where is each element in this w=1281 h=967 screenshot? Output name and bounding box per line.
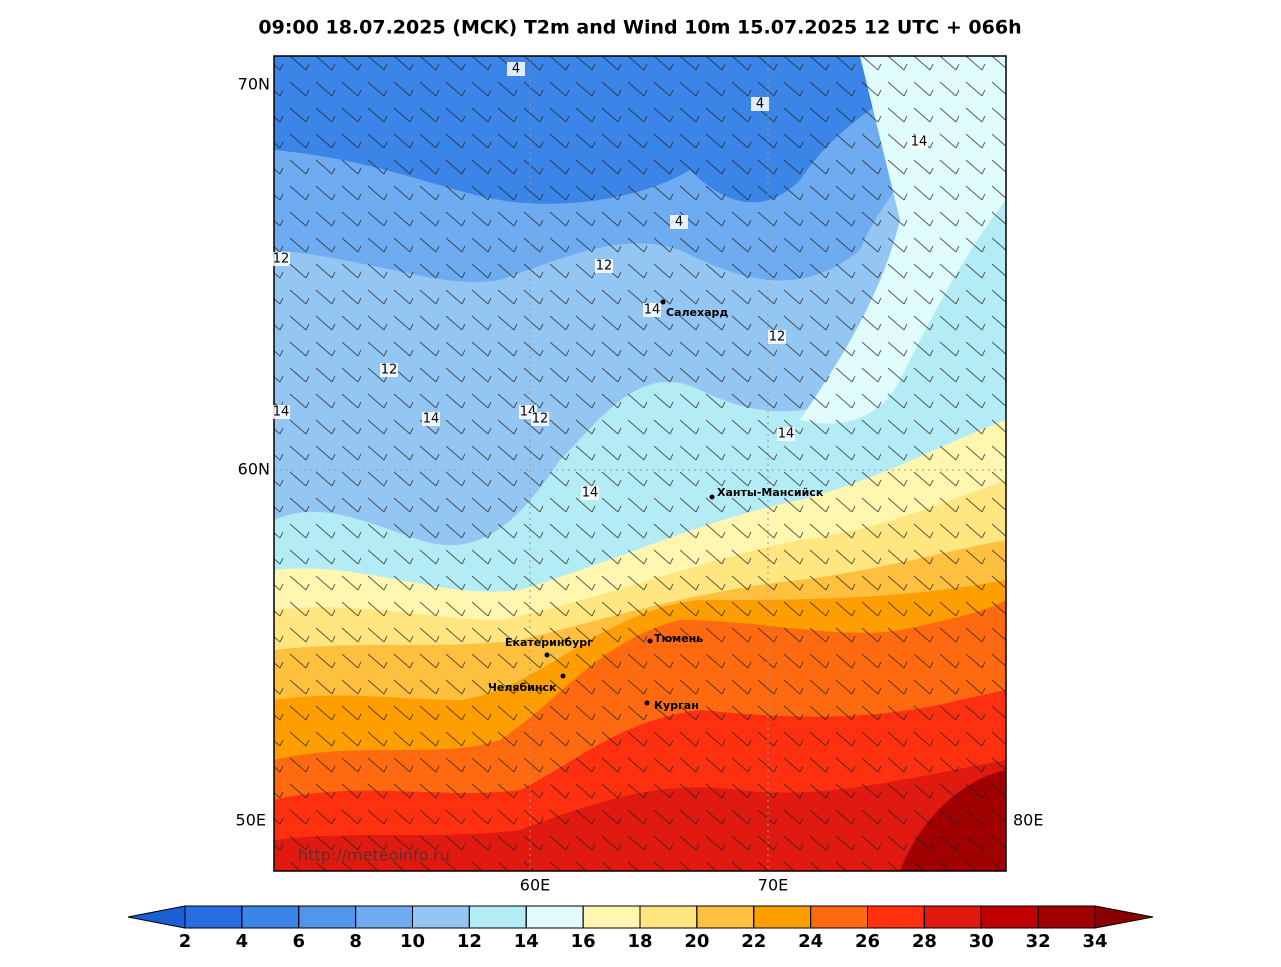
colorbar: 2 4 6 8 10 12 14 16 18 20 22 24 26 28 30 32 34 bbox=[127, 905, 1154, 952]
colorbar-tick-label: 10 bbox=[400, 931, 425, 952]
colorbar-arrow bbox=[1094, 905, 1154, 929]
contour-label: 12 bbox=[273, 252, 290, 267]
colorbar-segment bbox=[298, 905, 357, 929]
city-dot bbox=[647, 638, 653, 644]
city-dot bbox=[660, 299, 666, 305]
axis-label: 60E bbox=[520, 876, 550, 895]
contour-label: 12 bbox=[596, 259, 613, 274]
contour-label: 12 bbox=[769, 330, 786, 345]
axis-label: 70E bbox=[758, 876, 788, 895]
wind-barbs bbox=[274, 56, 1006, 871]
contour-label-bg bbox=[670, 215, 688, 229]
axis-label: 50E bbox=[236, 811, 266, 830]
city-label: Ханты-Мансийск bbox=[717, 486, 824, 499]
contour-label-bg bbox=[910, 135, 928, 149]
contour-label-bg bbox=[581, 486, 599, 500]
city-dot bbox=[644, 700, 650, 706]
city-dot bbox=[560, 673, 566, 679]
city-label: Екатеринбург bbox=[505, 636, 593, 649]
colorbar-segment bbox=[525, 905, 584, 929]
colorbar-tick-label: 6 bbox=[292, 931, 305, 952]
colorbar-segment bbox=[867, 905, 925, 929]
contour-label: 12 bbox=[381, 363, 398, 378]
colorbar-segment bbox=[753, 905, 812, 929]
colorbar-tick-label: 16 bbox=[571, 931, 596, 952]
colorbar-segment bbox=[412, 905, 470, 929]
contour-label-bg bbox=[643, 303, 661, 317]
colorbar-tick-label: 18 bbox=[627, 931, 652, 952]
colorbar-segment bbox=[1037, 905, 1096, 929]
city-label: Салехард bbox=[666, 306, 728, 319]
contour-label: 14 bbox=[273, 405, 290, 420]
contour-label: 12 bbox=[532, 412, 549, 427]
colorbar-tick-label: 26 bbox=[855, 931, 880, 952]
map-frame bbox=[273, 55, 1007, 872]
contour-label-bg bbox=[272, 252, 290, 266]
colorbar-tick-label: 2 bbox=[179, 931, 192, 952]
colorbar-tick-label: 30 bbox=[969, 931, 994, 952]
colorbar-segment bbox=[355, 905, 413, 929]
contour-label-bg bbox=[768, 330, 786, 344]
title: 09:00 18.07.2025 (MCK) T2m and Wind 10m … bbox=[258, 17, 1021, 39]
contour-label: 4 bbox=[675, 215, 683, 230]
contour-label: 14 bbox=[911, 135, 928, 150]
colorbar-segment bbox=[639, 905, 698, 929]
contour-label-bg bbox=[777, 427, 795, 441]
colorbar-tick-label: 32 bbox=[1026, 931, 1051, 952]
contour-label-bg bbox=[272, 405, 290, 419]
colorbar-tick-label: 4 bbox=[236, 931, 249, 952]
colorbar-segment bbox=[980, 905, 1039, 929]
colorbar-tick-label: 34 bbox=[1082, 931, 1107, 952]
city-dot bbox=[544, 652, 550, 658]
contour-label: 14 bbox=[644, 303, 661, 318]
colorbar-segment bbox=[468, 905, 527, 929]
contour-label-bg bbox=[422, 412, 440, 426]
contour-label-bg bbox=[380, 363, 398, 377]
contour-label: 14 bbox=[423, 412, 440, 427]
colorbar-segment bbox=[923, 905, 982, 929]
colorbar-tick-label: 12 bbox=[457, 931, 482, 952]
contour-label-bg bbox=[531, 412, 549, 426]
city-label: Тюмень bbox=[654, 632, 703, 645]
city-label: Челябинск bbox=[488, 681, 557, 694]
map-area bbox=[274, 56, 1006, 871]
colorbar-tick-label: 24 bbox=[798, 931, 823, 952]
colorbar-segment bbox=[241, 905, 300, 929]
colorbar-arrow bbox=[127, 905, 186, 929]
city-dot bbox=[709, 494, 715, 500]
colorbar-segment bbox=[696, 905, 755, 929]
colorbar-segment bbox=[810, 905, 868, 929]
contour-label: 14 bbox=[778, 427, 795, 442]
contour-label-bg bbox=[507, 62, 525, 76]
colorbar-tick-label: 14 bbox=[514, 931, 539, 952]
labels: 70N 60N 50E 80E 60E 70E Салехард Ханты-Мансийск… bbox=[236, 62, 1044, 895]
axis-label: 80E bbox=[1013, 811, 1043, 830]
colorbar-segment bbox=[184, 905, 243, 929]
contour-label-bg bbox=[751, 97, 769, 111]
colorbar-segment bbox=[582, 905, 641, 929]
contour-label: 4 bbox=[512, 62, 520, 77]
colorbar-tick-label: 22 bbox=[741, 931, 766, 952]
contour-label: 14 bbox=[582, 486, 599, 501]
watermark: http://meteoinfo.ru bbox=[298, 846, 450, 865]
axis-label: 70N bbox=[238, 75, 270, 94]
contour-label: 4 bbox=[756, 97, 764, 112]
contour-label-bg bbox=[595, 259, 613, 273]
city-label: Курган bbox=[654, 699, 699, 712]
axis-label: 60N bbox=[238, 460, 270, 479]
colorbar-tick-label: 28 bbox=[912, 931, 937, 952]
colorbar-tick-label: 8 bbox=[349, 931, 362, 952]
colorbar-tick-label: 20 bbox=[684, 931, 709, 952]
